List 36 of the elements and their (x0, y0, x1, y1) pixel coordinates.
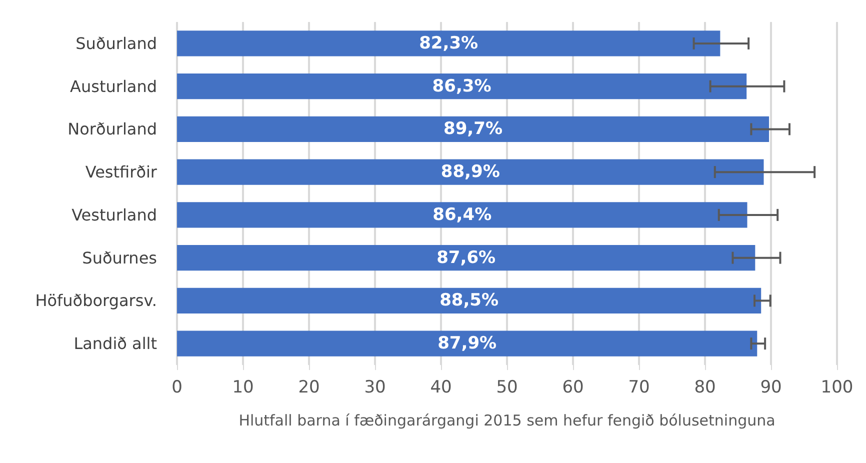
x-tick-label: 30 (364, 378, 386, 398)
bar (177, 330, 758, 356)
x-tick-label: 0 (172, 378, 182, 398)
data-label: 88,9% (440, 162, 500, 182)
y-tick-label: Höfuðborgarsv. (35, 291, 157, 310)
data-label: 87,6% (436, 248, 496, 268)
y-tick-label: Vesturland (72, 205, 157, 224)
data-label: 86,4% (432, 204, 492, 225)
x-tick-label: 70 (628, 378, 650, 398)
bar (177, 288, 762, 314)
x-tick-label: 20 (298, 378, 320, 398)
y-tick-label: Suðurland (76, 34, 157, 53)
x-tick-label: 80 (694, 378, 716, 398)
data-label: 89,7% (444, 119, 502, 140)
bar (177, 116, 770, 142)
data-label: 82,3% (419, 33, 478, 54)
bar (177, 73, 747, 100)
bar (177, 244, 756, 271)
bar (177, 30, 720, 56)
x-tick-label: 100 (820, 378, 854, 398)
data-label: 88,5% (440, 290, 499, 311)
y-tick-label: Vestfirðir (85, 162, 158, 182)
y-tick-label: Norðurland (68, 120, 157, 139)
x-axis-title: Hlutfall barna í fæðingarárgangi 2015 sem hefur fengið bólusetninguna (238, 412, 776, 430)
x-tick-label: 40 (430, 378, 452, 398)
bar (177, 202, 748, 228)
x-tick-label: 90 (760, 378, 782, 398)
y-tick-label: Suðurnes (82, 248, 157, 268)
x-tick-label: 10 (232, 378, 254, 398)
x-tick-label: 50 (496, 378, 518, 398)
data-label: 86,3% (432, 76, 492, 96)
y-tick-label: Landið allt (74, 334, 157, 354)
data-label: 87,9% (438, 334, 497, 354)
x-tick-label: 60 (562, 378, 584, 398)
y-tick-label: Austurland (70, 76, 157, 96)
bar (177, 159, 764, 185)
